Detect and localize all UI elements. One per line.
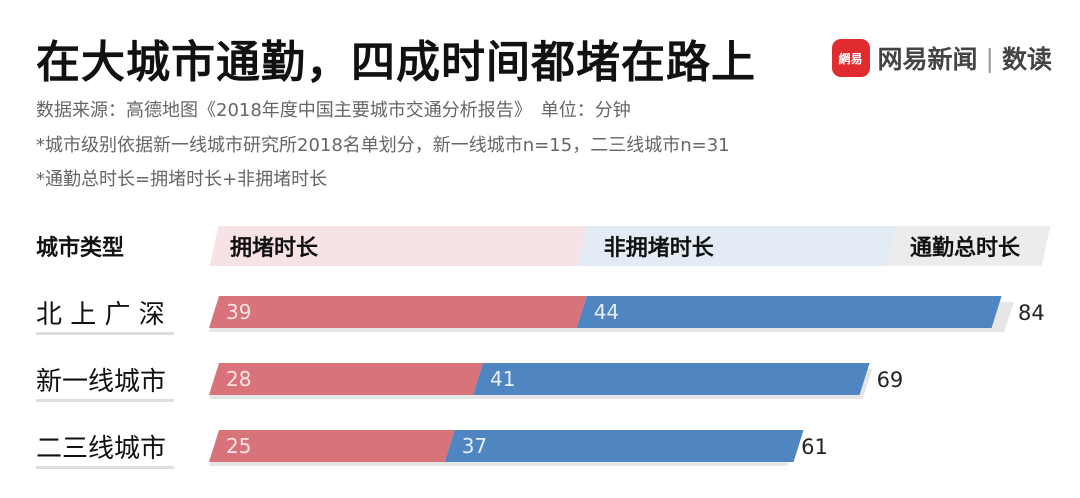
bar-free: [444, 430, 804, 462]
category-label: 北 上 广 深: [36, 300, 165, 330]
category-underline: [36, 332, 174, 335]
category-label: 新一线城市: [36, 367, 167, 397]
value-label-free: 37: [462, 434, 487, 458]
category-label: 二三线城市: [36, 434, 167, 464]
category-underline: [36, 466, 174, 469]
value-label-congested: 28: [226, 367, 251, 391]
brand-column-name: 数读: [1001, 45, 1052, 74]
value-label-total: 84: [1018, 301, 1045, 325]
value-label-congested: 39: [226, 300, 251, 324]
header-free: 非拥堵时长: [603, 236, 714, 261]
value-label-total: 69: [877, 368, 904, 392]
category-underline: [36, 399, 174, 402]
header-total: 通勤总时长: [910, 236, 1021, 261]
brand-name: 网易新闻: [877, 45, 978, 74]
bar-congested: [209, 296, 587, 328]
value-label-free: 44: [594, 300, 619, 324]
header-congested: 拥堵时长: [230, 236, 319, 261]
bar-congested: [209, 430, 455, 462]
value-label-free: 41: [490, 367, 515, 391]
netease-logo-icon: 網易: [831, 39, 870, 77]
bar-free: [576, 296, 1002, 328]
brand-logo: 網易 网易新闻 | 数读: [831, 38, 1052, 78]
bar-free: [473, 363, 870, 395]
source-note: 数据来源：高德地图《2018年度中国主要城市交通分析报告》 单位：分钟: [36, 100, 631, 121]
value-label-total: 61: [801, 435, 828, 459]
brand-separator: |: [985, 43, 994, 73]
note-total-definition: *通勤总时长=拥堵时长+非拥堵时长: [36, 169, 328, 190]
bar-congested: [209, 363, 483, 395]
value-label-congested: 25: [226, 434, 251, 458]
page-title: 在大城市通勤，四成时间都堵在路上: [36, 37, 756, 88]
note-city-classification: *城市级别依据新一线城市研究所2018名单划分，新一线城市n=15，二三线城市n…: [36, 135, 730, 156]
header-category: 城市类型: [36, 236, 125, 261]
